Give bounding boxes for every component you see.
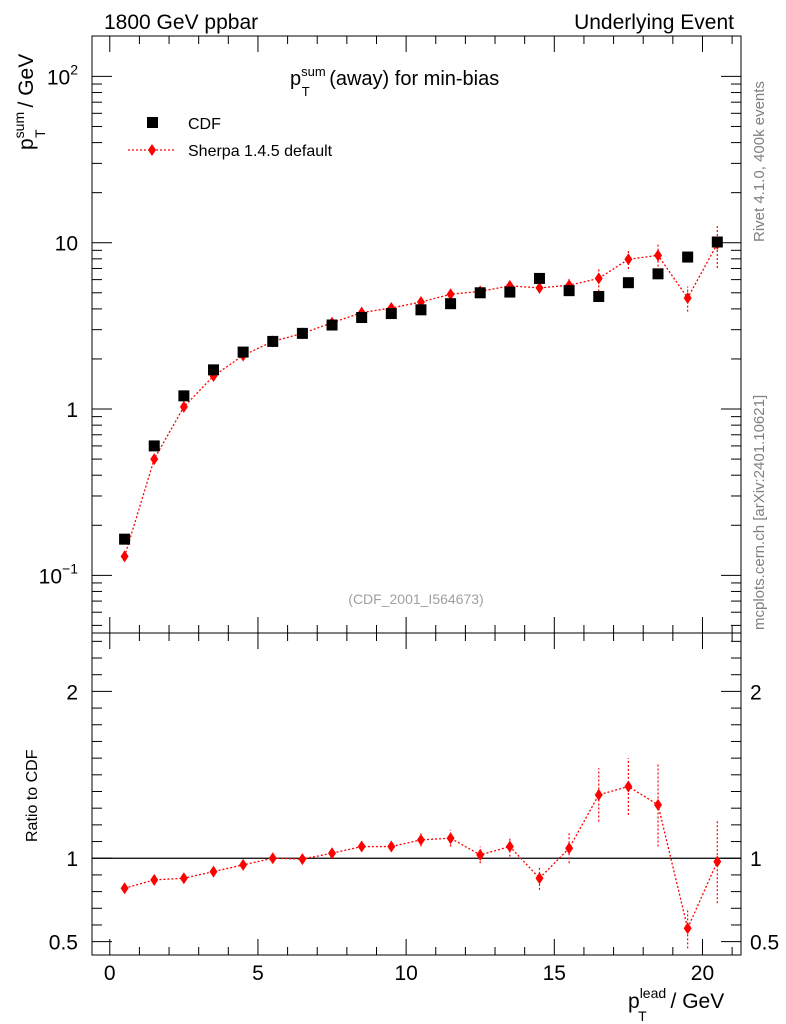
cdf-point [385,308,397,320]
cdf-point [652,268,664,280]
legend-cdf-label: CDF [188,116,221,133]
ratio-tick-label-right: 2 [750,681,762,704]
ratio-point [268,852,277,865]
sherpa-point [535,281,544,294]
x-tick-label: 20 [691,962,714,985]
cdf-point [593,290,605,302]
ratio-point [713,855,722,868]
ratio-point [446,832,455,845]
ratio-tick-label-right: 1 [750,848,762,871]
ratio-point [357,840,366,853]
ratio-series-line [124,785,718,931]
ratio-point [387,840,396,853]
ratio-point [624,780,633,793]
ratio-point [209,865,218,878]
ratio-plot-frame [91,632,742,956]
ratio-tick-label-right: 0.5 [750,932,779,955]
sherpa-point [179,400,188,413]
rivet-label: Rivet 4.1.0, 400k events [751,81,768,242]
plot-title: psum T (away) for min-bias [290,64,499,99]
cdf-point [504,286,516,298]
ratio-point [535,872,544,885]
legend: CDF Sherpa 1.4.5 default [128,116,333,160]
y-axis-label: psum T / GeV [11,54,48,150]
legend-sherpa-label: Sherpa 1.4.5 default [188,143,333,160]
ratio-tick-label: 1 [66,848,78,871]
x-tick-label: 10 [394,962,417,985]
cdf-point [178,390,190,402]
ratio-tick-label: 0.5 [49,932,78,955]
ratio-point [328,847,337,860]
sherpa-series-line [123,243,718,557]
ratio-y-axis-label: Ratio to CDF [24,749,41,842]
y-tick-label: 1 [66,399,78,422]
x-tick-label: 5 [252,962,264,985]
y-tick-label: 102 [47,61,78,89]
sherpa-point [150,453,159,466]
ratio-point [239,858,248,871]
cdf-point [415,304,427,316]
ratio-point [594,788,603,801]
ratio-point [298,853,307,866]
data-layer [119,225,723,949]
cdf-point [533,272,545,284]
cdf-point [119,533,131,545]
ratio-point [416,833,425,846]
ratio-point [654,798,663,811]
ratio-point [476,848,485,861]
ratio-point [150,873,159,886]
ratio-point [120,882,129,895]
cdf-point [474,287,486,299]
cdf-point [563,285,575,297]
cdf-point [296,327,308,339]
cdf-point [208,364,220,376]
ratio-tick-label: 2 [66,681,78,704]
legend-cdf-marker [147,117,158,128]
ratio-point [683,922,692,935]
header-left: 1800 GeV ppbar [104,11,258,34]
sherpa-point [683,292,692,305]
header-right: Underlying Event [574,11,734,34]
sherpa-point [594,272,603,285]
ratio-point [565,842,574,855]
cdf-point [148,440,160,452]
x-tick-label: 15 [543,962,566,985]
cdf-point [326,319,338,331]
axes-layer: 0 5 10 15 20 10−1 1 10 102 0.5 0.5 1 1 2 2 [39,36,779,985]
sherpa-point [120,550,129,563]
analysis-watermark: (CDF_2001_I564673) [348,591,483,607]
cdf-point [356,312,368,324]
cdf-point [445,298,457,310]
sherpa-point [446,288,455,301]
cdf-point [711,236,723,248]
mcplots-label: mcplots.cern.ch [arXiv:2401.10621] [751,395,768,630]
ratio-point [179,872,188,885]
x-axis-label: plead T / GeV [628,985,724,1024]
y-tick-label: 10−1 [39,560,79,588]
sherpa-point [624,253,633,266]
cdf-point [682,251,694,263]
sherpa-point [654,249,663,262]
cdf-point [622,277,634,289]
legend-sherpa-marker [148,144,156,156]
ratio-point [505,840,514,853]
y-tick-label: 10 [55,233,78,256]
x-tick-label: 0 [104,962,116,985]
cdf-point [237,346,249,358]
cdf-point [267,335,279,347]
